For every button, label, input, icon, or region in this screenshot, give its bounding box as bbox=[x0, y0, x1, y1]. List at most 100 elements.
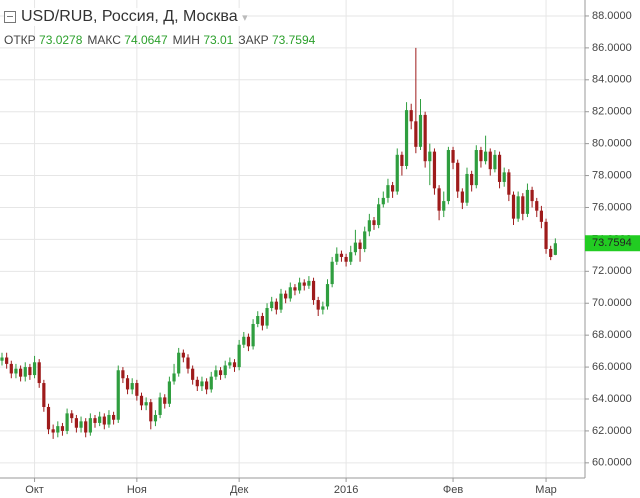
candle-body bbox=[274, 301, 278, 310]
candle-body bbox=[56, 426, 60, 433]
stat-value: 73.0278 bbox=[39, 33, 83, 47]
candle-body bbox=[521, 196, 525, 214]
candle-body bbox=[497, 154, 502, 182]
candle-body bbox=[181, 352, 185, 358]
candle-body bbox=[423, 114, 427, 162]
candle-body bbox=[451, 150, 455, 163]
candle-body bbox=[256, 316, 260, 324]
y-tick-label: 66.0000 bbox=[592, 361, 632, 373]
y-tick-label: 82.0000 bbox=[592, 106, 632, 118]
candle-body bbox=[251, 323, 255, 347]
candle-body bbox=[51, 429, 55, 433]
candle-body bbox=[428, 151, 432, 162]
x-tick-label: Дек bbox=[230, 484, 249, 496]
candle-body bbox=[307, 280, 311, 286]
candle-body bbox=[79, 421, 83, 428]
candle-body bbox=[488, 151, 492, 170]
candle-body bbox=[400, 154, 404, 166]
candle-body bbox=[139, 395, 144, 406]
candle-body bbox=[98, 416, 102, 423]
stat-value: 73.01 bbox=[203, 33, 234, 47]
candle-body bbox=[237, 344, 241, 368]
header: USD/RUB, Россия, Д, Москва ▾ bbox=[4, 8, 248, 26]
candle-body bbox=[14, 368, 18, 374]
candle-body bbox=[474, 150, 478, 186]
candle-body bbox=[381, 197, 385, 205]
candle-body bbox=[121, 370, 125, 379]
candle-body bbox=[260, 316, 264, 326]
candle-body bbox=[298, 282, 302, 291]
candle-body bbox=[525, 189, 530, 214]
candle-body bbox=[9, 363, 13, 374]
candle-body bbox=[432, 151, 437, 189]
candle-body bbox=[539, 210, 543, 222]
candle-body bbox=[186, 357, 190, 369]
candle-body bbox=[228, 362, 232, 366]
candle-body bbox=[535, 201, 539, 211]
candle-body bbox=[270, 301, 274, 309]
y-tick-label: 68.0000 bbox=[592, 329, 632, 341]
candle-body bbox=[316, 300, 320, 310]
candle-body bbox=[232, 362, 237, 368]
candle-body bbox=[130, 383, 134, 390]
candle-body bbox=[37, 362, 41, 384]
candle-body bbox=[153, 414, 158, 422]
candle-body bbox=[60, 426, 65, 431]
candle-body bbox=[116, 370, 120, 420]
y-tick-label: 64.0000 bbox=[592, 393, 632, 405]
x-tick-label: Фев bbox=[443, 484, 463, 496]
candle-body bbox=[19, 368, 23, 377]
last-price-tag bbox=[585, 235, 640, 252]
candle-body bbox=[46, 406, 51, 430]
candle-body bbox=[149, 402, 153, 422]
candle-body bbox=[65, 413, 69, 431]
candle-body bbox=[335, 253, 339, 262]
candle-body bbox=[246, 336, 251, 347]
candle-body bbox=[456, 162, 460, 192]
candle-body bbox=[446, 150, 450, 202]
candle-body bbox=[242, 336, 246, 345]
candle-body bbox=[470, 173, 474, 186]
y-tick-label: 86.0000 bbox=[592, 42, 632, 54]
candle-body bbox=[442, 201, 446, 211]
stat-label: МАКС bbox=[87, 33, 121, 47]
candle-body bbox=[288, 287, 292, 299]
x-tick-label: Ноя bbox=[127, 484, 147, 496]
candle-body bbox=[70, 413, 74, 419]
candle-body bbox=[293, 287, 297, 291]
candle-body bbox=[125, 378, 130, 390]
candle-body bbox=[395, 154, 399, 192]
collapse-icon[interactable] bbox=[4, 10, 16, 23]
ohlc-stats: ОТКР 73.0278 МАКС 74.0647 МИН 73.01 ЗАКР 73… bbox=[4, 33, 320, 47]
candle-body bbox=[372, 220, 376, 226]
candle-body bbox=[302, 282, 306, 286]
candle-body bbox=[223, 365, 227, 376]
candle-body bbox=[195, 379, 199, 387]
candle-body bbox=[107, 414, 111, 425]
candle-body bbox=[177, 352, 181, 374]
candle-body bbox=[158, 397, 162, 415]
candle-body bbox=[218, 370, 223, 376]
candle-body bbox=[418, 114, 423, 147]
stat-value: 74.0647 bbox=[124, 33, 168, 47]
candle-body bbox=[325, 284, 330, 307]
candle-body bbox=[511, 194, 516, 219]
candle-body bbox=[5, 357, 9, 364]
candle-body bbox=[367, 220, 371, 232]
stat-label: ЗАКР bbox=[238, 33, 269, 47]
candle-body bbox=[493, 154, 497, 170]
candle-body bbox=[330, 261, 334, 285]
stat-label: МИН bbox=[172, 33, 200, 47]
candle-body bbox=[42, 383, 46, 407]
candle-body bbox=[465, 173, 469, 203]
dropdown-arrow[interactable]: ▾ bbox=[242, 12, 248, 24]
candle-body bbox=[284, 293, 288, 299]
y-tick-label: 84.0000 bbox=[592, 74, 632, 86]
candle-body bbox=[553, 243, 557, 255]
candle-body bbox=[279, 293, 283, 310]
candle-body bbox=[404, 110, 409, 166]
candle-body bbox=[414, 121, 418, 147]
stat-value: 73.7594 bbox=[271, 33, 316, 47]
x-tick-label: Мар bbox=[535, 484, 557, 496]
